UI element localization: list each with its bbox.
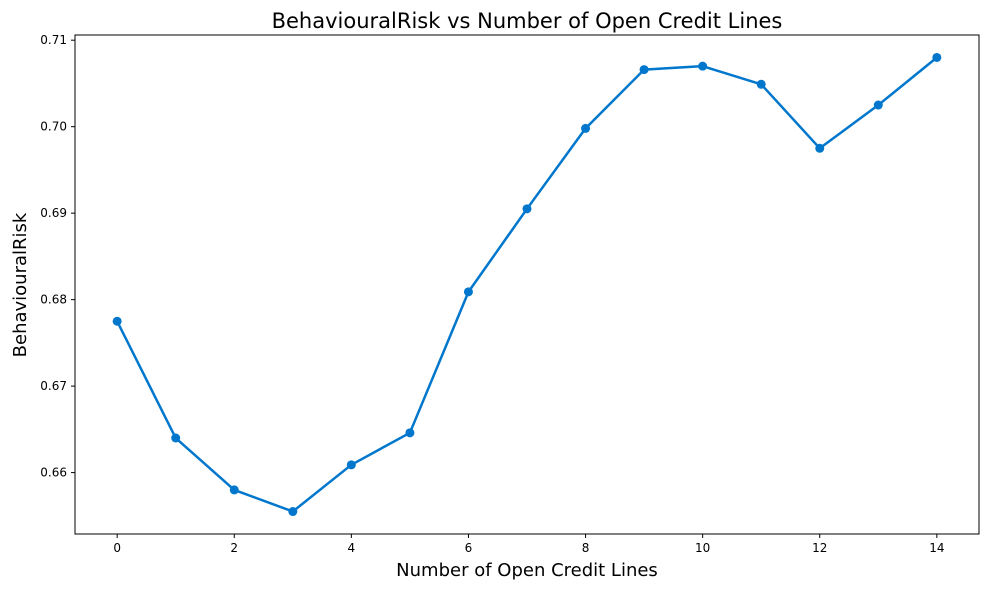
data-point — [346, 460, 356, 470]
data-point — [756, 79, 766, 89]
x-tick-label: 14 — [929, 541, 944, 555]
data-point — [873, 100, 883, 110]
data-point — [229, 485, 239, 495]
axis-ticks: 0 2 4 6 8 10 12 14 0.66 0.67 0.68 0.69 0.70 0.71 — [40, 33, 944, 555]
data-point — [698, 61, 708, 71]
data-point — [171, 433, 181, 443]
y-tick-label: 0.71 — [40, 33, 67, 47]
y-tick-label: 0.70 — [40, 120, 67, 134]
x-tick-label: 10 — [695, 541, 710, 555]
series-layer — [112, 52, 942, 517]
y-axis-title: BehaviouralRisk — [10, 212, 31, 357]
x-tick-label: 4 — [348, 541, 356, 555]
data-point — [932, 52, 942, 62]
x-tick-label: 0 — [113, 541, 121, 555]
data-point — [405, 428, 415, 438]
x-tick-label: 8 — [582, 541, 590, 555]
x-axis-title: Number of Open Credit Lines — [396, 560, 658, 581]
data-point — [112, 316, 122, 326]
data-point — [639, 65, 649, 75]
x-tick-label: 2 — [230, 541, 238, 555]
y-tick-label: 0.69 — [40, 206, 67, 220]
data-point — [815, 143, 825, 153]
data-point — [522, 204, 532, 214]
plot-frame — [74, 34, 980, 535]
y-tick-label: 0.66 — [40, 466, 67, 480]
series-line — [115, 56, 939, 513]
x-tick-label: 12 — [812, 541, 827, 555]
data-point — [581, 123, 591, 133]
x-tick-label: 6 — [465, 541, 473, 555]
y-tick-label: 0.68 — [40, 293, 67, 307]
chart-title: BehaviouralRisk vs Number of Open Credit… — [272, 9, 783, 33]
y-tick-label: 0.67 — [40, 379, 67, 393]
data-point — [288, 507, 298, 517]
data-point — [463, 287, 473, 297]
